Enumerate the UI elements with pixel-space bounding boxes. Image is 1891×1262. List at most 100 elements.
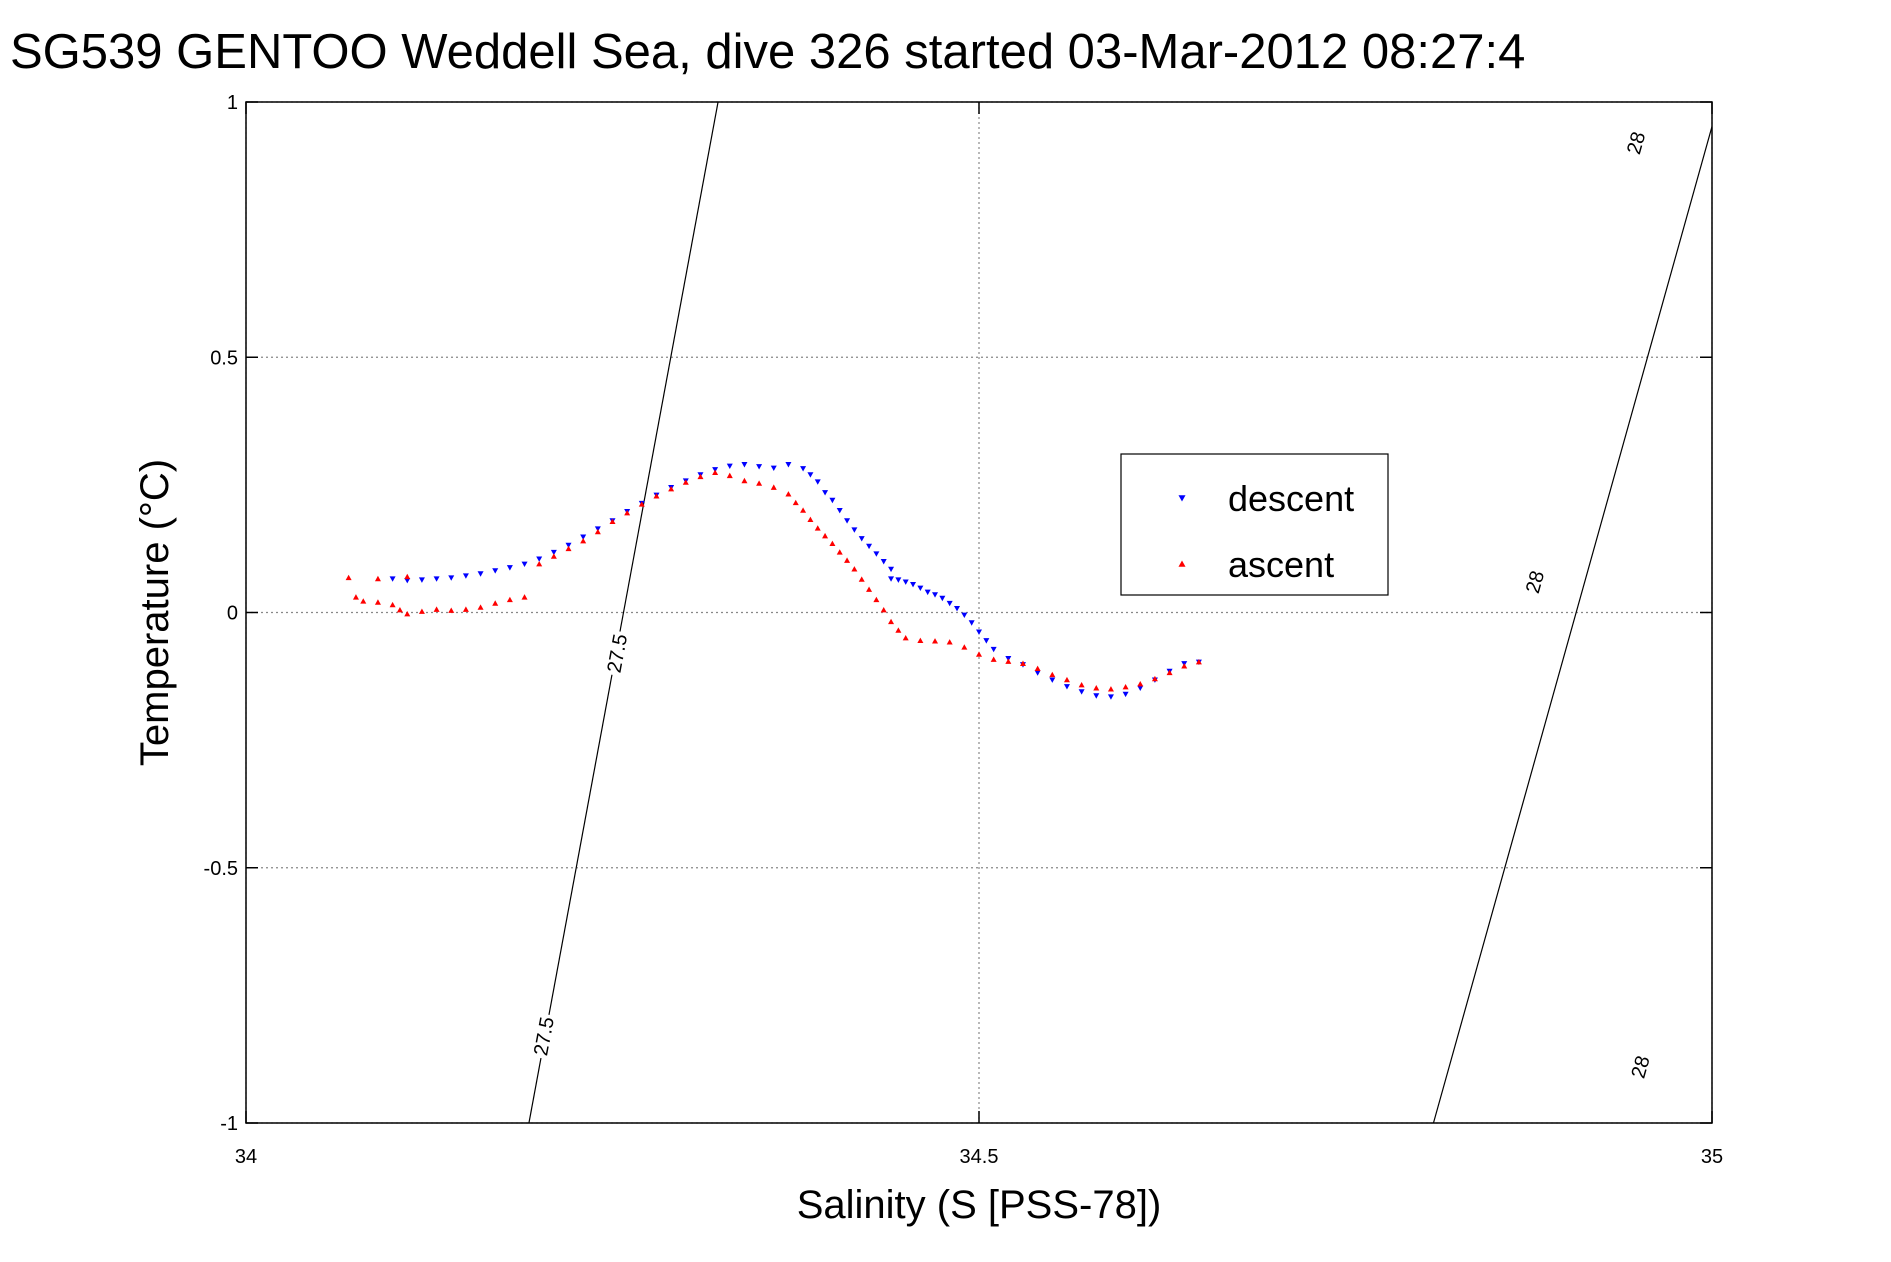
- descent-point: [902, 579, 909, 585]
- ascent-point: [433, 606, 440, 612]
- legend-marker-descent: [1178, 495, 1186, 502]
- descent-point: [968, 620, 975, 626]
- ascent-point: [1107, 686, 1114, 692]
- x-tick-label: 35: [1701, 1146, 1723, 1168]
- ascent-point: [609, 518, 616, 525]
- ascent-point: [917, 637, 924, 643]
- ascent-point: [418, 608, 425, 614]
- descent-point: [404, 577, 411, 584]
- ascent-point: [360, 598, 367, 604]
- chart-title: SG539 GENTOO Weddell Sea, dive 326 start…: [10, 25, 1525, 79]
- descent-point: [565, 542, 572, 549]
- descent-point: [880, 559, 887, 565]
- ascent-point: [404, 573, 411, 580]
- y-axis-label: Temperature (°C): [133, 459, 177, 766]
- descent-point: [939, 595, 946, 602]
- contour-label-background: [1618, 118, 1654, 168]
- descent-point: [506, 565, 513, 571]
- ascent-point: [565, 545, 572, 552]
- ascent-point: [902, 635, 909, 641]
- descent-point: [521, 561, 528, 568]
- descent-point: [910, 582, 917, 588]
- ascent-point: [1078, 681, 1085, 688]
- descent-point: [1034, 670, 1041, 676]
- ascent-point: [785, 491, 792, 497]
- descent-point: [844, 518, 851, 524]
- descent-point: [917, 585, 924, 591]
- ascent-point: [976, 651, 982, 657]
- ascent-point: [726, 472, 733, 479]
- descent-point: [814, 479, 821, 485]
- contour-label-background: [601, 629, 633, 678]
- ascent-point: [866, 586, 873, 592]
- contour-label-background: [527, 1012, 560, 1061]
- ascent-point: [653, 493, 660, 499]
- descent-point: [550, 549, 557, 556]
- ascent-point: [1151, 675, 1158, 682]
- descent-point: [389, 576, 396, 582]
- descent-point: [770, 465, 777, 472]
- descent-point: [1107, 694, 1114, 700]
- ascent-point: [836, 549, 843, 555]
- ascent-point: [1122, 684, 1129, 690]
- ascent-point: [389, 601, 396, 608]
- ascent-point: [536, 561, 543, 567]
- legend: descent ascent: [1120, 453, 1389, 596]
- descent-point: [932, 592, 939, 598]
- ascent-point: [741, 477, 748, 484]
- descent-point: [1063, 684, 1070, 690]
- data-markers: [345, 462, 1202, 700]
- descent-point: [807, 472, 814, 478]
- ascent-point: [1019, 660, 1026, 666]
- x-tick-label: 34.5: [960, 1146, 999, 1168]
- ascent-point: [492, 600, 499, 606]
- ascent-point: [462, 606, 469, 612]
- descent-point: [851, 527, 858, 533]
- ascent-point: [477, 604, 484, 610]
- ascent-point: [352, 594, 359, 600]
- ascent-point: [829, 540, 836, 546]
- descent-point: [1122, 691, 1129, 698]
- descent-point: [888, 576, 895, 582]
- descent-point: [448, 575, 455, 581]
- contour-label-background: [1517, 557, 1553, 607]
- ascent-point: [682, 479, 689, 485]
- ascent-point: [888, 618, 895, 625]
- ascent-point: [396, 606, 403, 613]
- ascent-point: [1195, 659, 1202, 665]
- ascent-point: [668, 485, 675, 492]
- ascent-point: [550, 553, 557, 559]
- ascent-point: [1063, 676, 1070, 683]
- descent-point: [418, 577, 425, 583]
- ascent-point: [712, 469, 719, 476]
- ascent-point: [814, 525, 821, 531]
- y-tick-label: -1: [220, 1113, 238, 1135]
- ascent-point: [895, 627, 902, 633]
- ascent-point: [807, 516, 814, 522]
- ascent-point: [1049, 671, 1056, 678]
- legend-label-descent: descent: [1228, 478, 1354, 519]
- x-tick-label: 34: [235, 1146, 257, 1168]
- ascent-point: [844, 557, 851, 563]
- ascent-point: [1093, 685, 1100, 691]
- ascent-point: [851, 566, 858, 572]
- descent-point: [873, 551, 880, 557]
- descent-point: [866, 543, 873, 550]
- descent-point: [536, 556, 543, 562]
- descent-point: [954, 606, 961, 612]
- ascent-point: [1034, 665, 1041, 672]
- legend-box: [1120, 453, 1389, 596]
- ascent-point: [580, 538, 587, 544]
- grid-lines: [245, 101, 1713, 1124]
- descent-point: [433, 576, 440, 582]
- ascent-point: [770, 484, 777, 490]
- y-tick-label: -0.5: [204, 858, 238, 880]
- descent-point: [829, 497, 836, 504]
- descent-point: [1078, 689, 1085, 695]
- ascent-point: [1166, 669, 1173, 676]
- ascent-point: [374, 599, 381, 605]
- descent-point: [741, 462, 748, 468]
- x-axis-label: Salinity (S [PSS-78]): [797, 1183, 1162, 1227]
- descent-point: [1049, 677, 1056, 683]
